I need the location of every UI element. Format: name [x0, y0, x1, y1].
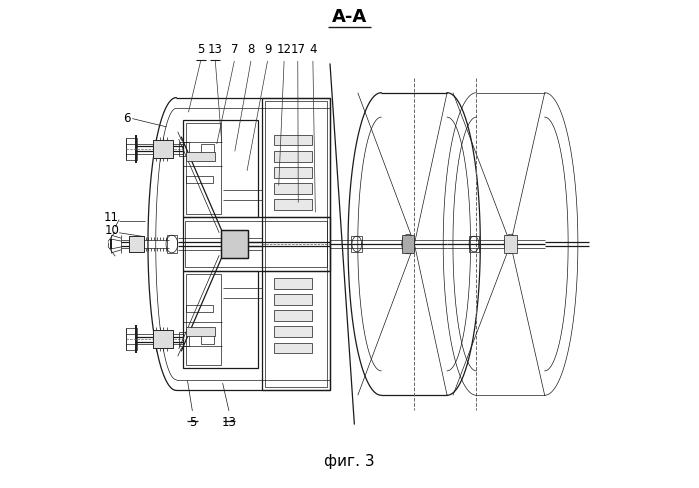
- Bar: [153, 140, 173, 158]
- Bar: [274, 343, 312, 353]
- Text: 13: 13: [208, 43, 223, 56]
- Bar: [265, 101, 327, 387]
- Bar: [274, 310, 312, 321]
- Bar: [153, 330, 173, 348]
- Bar: [274, 294, 312, 305]
- Bar: [186, 327, 215, 336]
- Bar: [274, 278, 312, 289]
- Bar: [179, 142, 189, 156]
- Bar: [153, 330, 173, 348]
- Text: 17: 17: [290, 43, 305, 56]
- Bar: [261, 98, 330, 390]
- Bar: [201, 334, 215, 344]
- Bar: [126, 138, 137, 160]
- Text: А-А: А-А: [332, 8, 367, 26]
- Bar: [186, 152, 215, 161]
- Text: 7: 7: [231, 43, 238, 56]
- Text: фиг. 3: фиг. 3: [324, 454, 375, 468]
- Text: 6: 6: [123, 112, 130, 124]
- Bar: [186, 274, 221, 365]
- Text: 8: 8: [247, 43, 254, 56]
- Bar: [167, 235, 177, 253]
- Bar: [468, 236, 480, 252]
- Bar: [153, 140, 173, 158]
- Bar: [129, 236, 143, 252]
- Bar: [274, 199, 312, 210]
- Bar: [182, 271, 258, 368]
- Bar: [274, 151, 312, 162]
- Bar: [274, 135, 312, 145]
- Bar: [182, 120, 258, 217]
- Bar: [274, 326, 312, 337]
- Bar: [221, 230, 247, 258]
- Bar: [402, 235, 415, 253]
- Text: 5: 5: [197, 43, 204, 56]
- Text: 10: 10: [104, 224, 119, 237]
- Bar: [186, 176, 213, 183]
- Bar: [185, 221, 326, 267]
- Bar: [504, 235, 517, 253]
- Bar: [221, 230, 247, 258]
- Bar: [186, 123, 221, 214]
- Bar: [201, 144, 215, 154]
- Text: 5: 5: [189, 416, 196, 429]
- Bar: [352, 236, 362, 252]
- Bar: [179, 332, 189, 346]
- Bar: [274, 183, 312, 194]
- Text: 11: 11: [104, 211, 119, 224]
- Bar: [182, 217, 330, 271]
- Text: 12: 12: [277, 43, 291, 56]
- Text: 13: 13: [222, 416, 236, 429]
- Bar: [186, 305, 213, 312]
- Bar: [274, 167, 312, 178]
- Text: 4: 4: [309, 43, 317, 56]
- Bar: [126, 328, 137, 350]
- Bar: [129, 236, 143, 252]
- Text: 9: 9: [264, 43, 271, 56]
